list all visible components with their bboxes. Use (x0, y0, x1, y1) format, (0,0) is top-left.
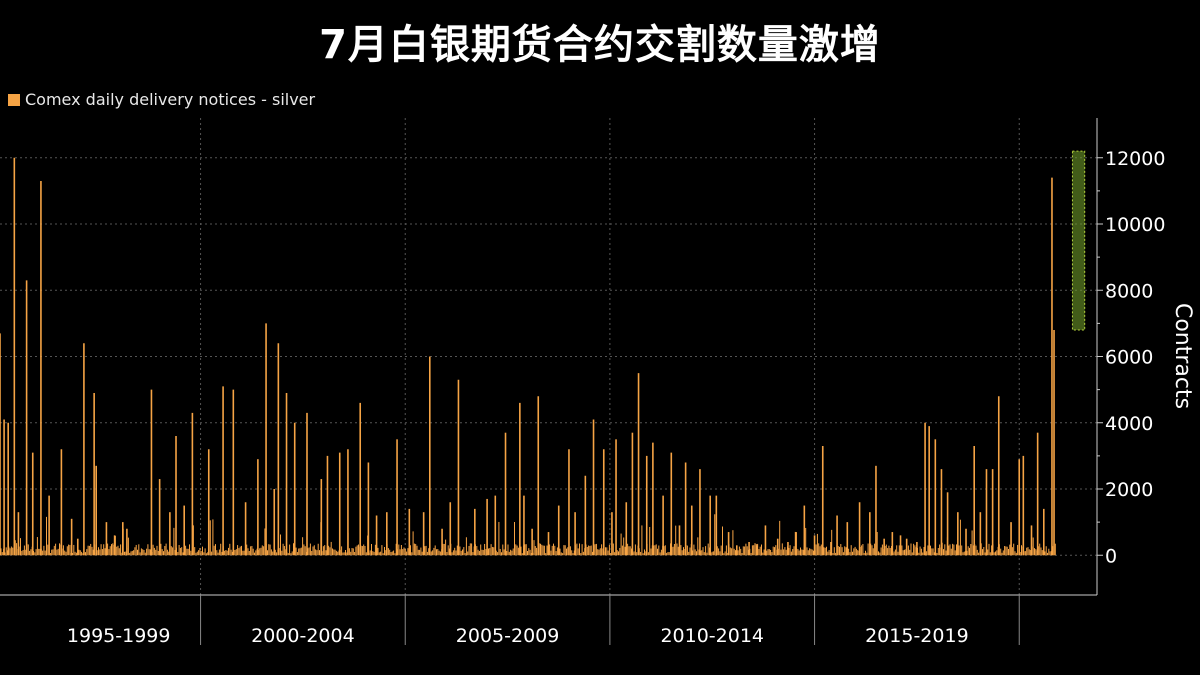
bar-series (0, 157, 1055, 556)
legend-label: Comex daily delivery notices - silver (25, 90, 316, 109)
legend: Comex daily delivery notices - silver (8, 90, 315, 109)
y-tick-label: 10000 (1105, 214, 1165, 236)
y-axis: 0 2000 4000 6000 8000 10000 12000 (1096, 118, 1165, 595)
y-tick-label: 0 (1105, 545, 1117, 567)
x-tick-label: 2015-2019 (865, 625, 969, 647)
x-tick-label: 2005-2009 (456, 625, 560, 647)
y-tick-label: 2000 (1105, 479, 1153, 501)
y-tick-label: 6000 (1105, 347, 1153, 369)
chart-title: 7月白银期货合约交割数量激增 (319, 22, 881, 68)
y-tick-label: 8000 (1105, 280, 1153, 302)
x-tick-label: 1995-1999 (67, 625, 171, 647)
y-tick-label: 12000 (1105, 148, 1165, 170)
x-tick-label: 2010-2014 (660, 625, 764, 647)
highlight-box (1071, 150, 1086, 331)
x-axis: 1995-1999 2000-2004 2005-2009 2010-2014 2015… (0, 594, 1097, 647)
grid-lines (0, 118, 1097, 595)
legend-swatch (8, 93, 20, 106)
y-axis-label: Contracts (1170, 303, 1195, 409)
x-tick-label: 2000-2004 (251, 625, 355, 647)
y-tick-label: 4000 (1105, 413, 1153, 435)
